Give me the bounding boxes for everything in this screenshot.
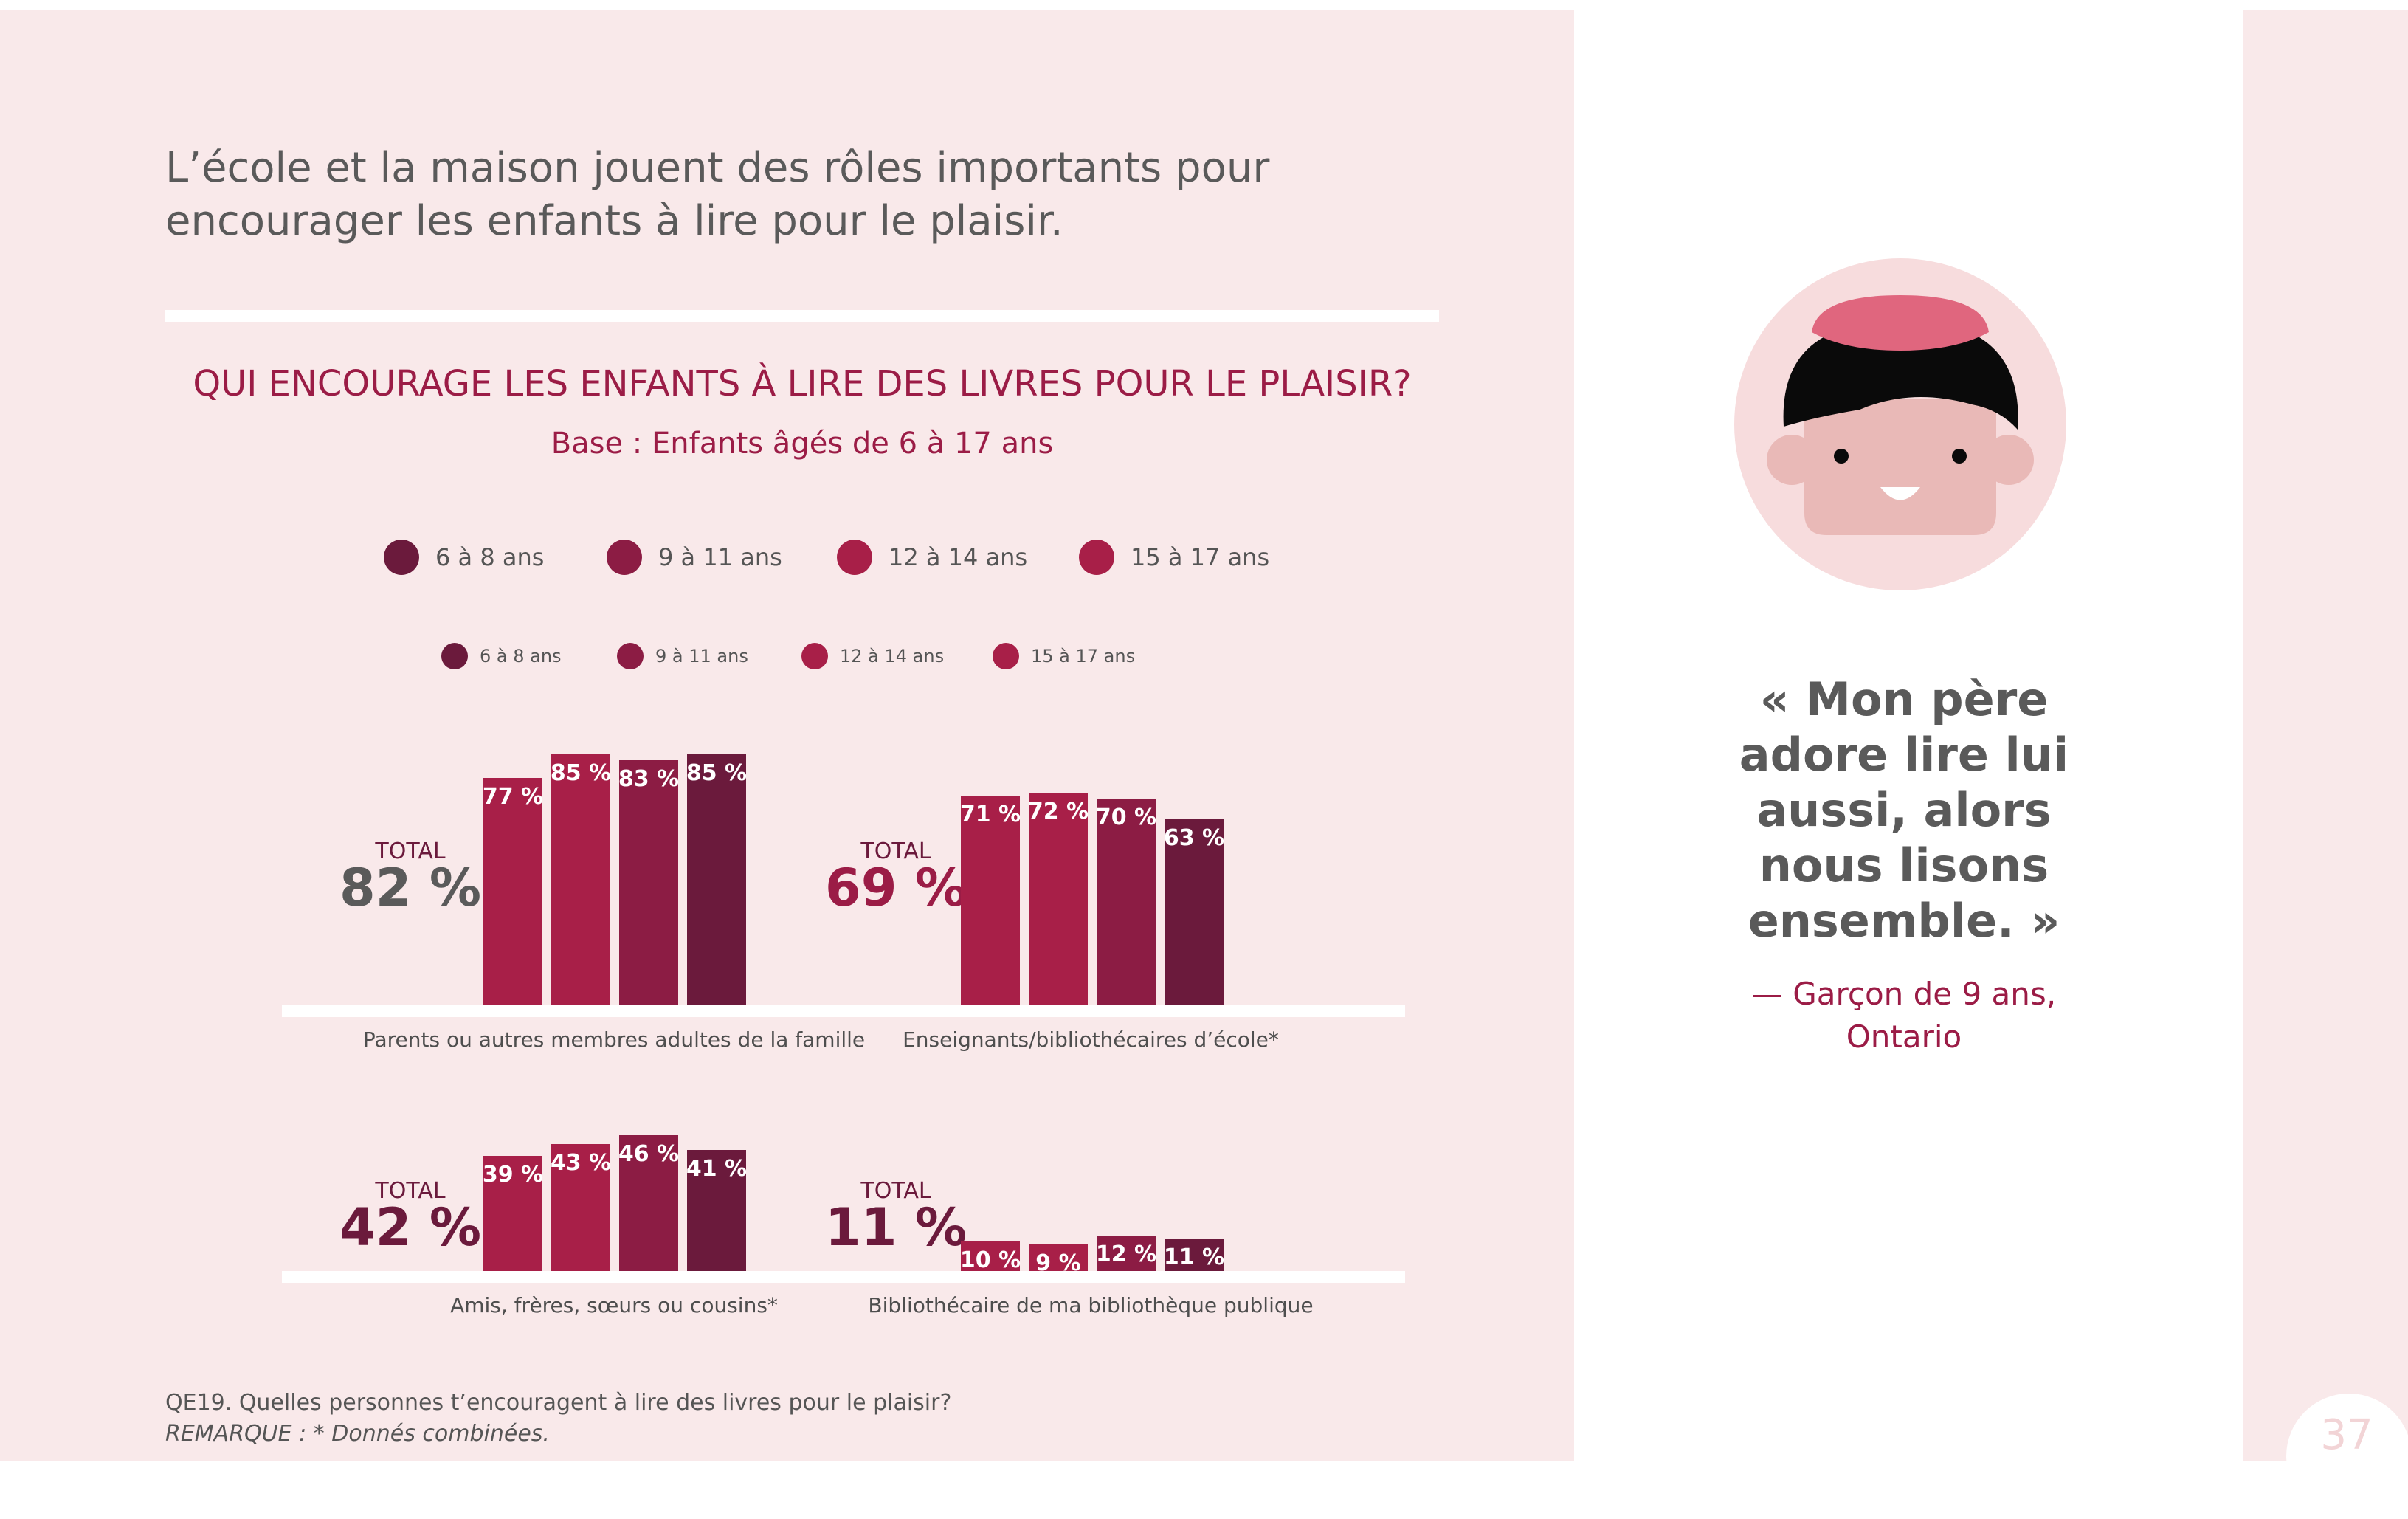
bar-value-label: 83 % <box>618 766 680 792</box>
legend-item-9-11: 9 à 11 ans <box>607 540 782 575</box>
legend-item-15-17: 15 à 17 ans <box>1079 540 1269 575</box>
bar-value-label: 39 % <box>482 1162 544 1188</box>
bar-3-3 <box>619 1135 678 1271</box>
avatar-cap <box>1812 295 1989 351</box>
total-value-teachers: 69 % <box>825 858 967 918</box>
avatar-face <box>1804 399 1996 535</box>
page-number: 37 <box>2320 1411 2373 1459</box>
quote-line: adore lire lui <box>1739 728 2069 782</box>
legend-swatch <box>1079 540 1114 575</box>
legend-small-item-15-17: 15 à 17 ans <box>993 643 1135 669</box>
avatar-left-eye <box>1834 449 1849 464</box>
bar-value-label: 63 % <box>1163 825 1225 851</box>
bar-value-label: 85 % <box>686 760 748 786</box>
legend-swatch <box>837 540 872 575</box>
quote-line: « Mon père <box>1759 672 2049 726</box>
avatar-right-eye <box>1952 449 1967 464</box>
bar-2-1 <box>961 796 1020 1005</box>
bar-value-label: 85 % <box>550 760 612 786</box>
bar-3-2 <box>551 1144 610 1271</box>
quote-line: aussi, alors <box>1756 783 2052 837</box>
chart-baseline-top <box>282 1005 1405 1017</box>
divider-rule <box>165 310 1439 322</box>
boy-avatar-illustration <box>1734 258 2066 590</box>
bar-1-3 <box>619 760 678 1005</box>
category-label-friends: Amis, frères, sœurs ou cousins* <box>450 1293 778 1318</box>
bar-value-label: 70 % <box>1095 805 1157 830</box>
category-label-parents: Parents ou autres membres adultes de la … <box>362 1027 866 1052</box>
chart-subtitle: Base : Enfants âgés de 6 à 17 ans <box>551 427 1054 461</box>
legend-item-6-8: 6 à 8 ans <box>384 540 544 575</box>
left-panel-background <box>0 10 1574 1461</box>
bar-1-4 <box>687 754 746 1005</box>
bar-1-1 <box>483 778 542 1005</box>
legend-label: 15 à 17 ans <box>1031 646 1136 666</box>
bar-1-2 <box>551 754 610 1005</box>
bar-value-label: 11 % <box>1163 1244 1225 1270</box>
legend-label: 6 à 8 ans <box>480 646 562 666</box>
legend-label: 9 à 11 ans <box>655 646 748 666</box>
legend-item-12-14: 12 à 14 ans <box>837 540 1027 575</box>
legend-swatch <box>617 643 644 669</box>
legend-swatch <box>441 643 468 669</box>
attribution-line-1: — Garçon de 9 ans, <box>1751 976 2057 1012</box>
bar-4-2 <box>1029 1244 1088 1271</box>
quote-line: nous lisons <box>1759 838 2049 892</box>
footnote-remark: REMARQUE : * Donnés combinées. <box>165 1421 550 1447</box>
total-word: TOTAL <box>860 838 931 864</box>
bar-value-label: 46 % <box>618 1141 680 1167</box>
headline-line-1: L’école et la maison jouent des rôles im… <box>165 144 1270 192</box>
bar-2-3 <box>1097 799 1156 1005</box>
right-edge-panel <box>2243 10 2408 1461</box>
total-value-public-librarian: 11 % <box>825 1197 967 1258</box>
total-word: TOTAL <box>375 1178 446 1204</box>
legend-label: 15 à 17 ans <box>1131 543 1270 571</box>
bar-value-label: 77 % <box>482 784 544 810</box>
total-value-parents: 82 % <box>339 858 481 918</box>
avatar-hair <box>1783 325 2018 430</box>
footnote-question: QE19. Quelles personnes t’encouragent à … <box>165 1390 952 1416</box>
bar-4-3 <box>1097 1236 1156 1271</box>
bar-value-label: 10 % <box>959 1247 1021 1273</box>
bar-2-2 <box>1029 793 1088 1005</box>
headline-line-2: encourager les enfants à lire pour le pl… <box>165 197 1063 245</box>
category-label-teachers: Enseignants/bibliothécaires d’école* <box>903 1027 1279 1052</box>
legend-label: 9 à 11 ans <box>658 543 782 571</box>
legend-swatch <box>607 540 642 575</box>
legend-small-item-6-8: 6 à 8 ans <box>441 643 562 669</box>
quote-attribution: — Garçon de 9 ans, Ontario <box>1675 973 2133 1058</box>
total-word: TOTAL <box>860 1178 931 1204</box>
bar-value-label: 43 % <box>550 1150 612 1176</box>
bar-value-label: 71 % <box>959 802 1021 827</box>
bar-value-label: 9 % <box>1035 1250 1081 1276</box>
bar-4-1 <box>961 1241 1020 1271</box>
legend-swatch <box>384 540 419 575</box>
total-value-friends: 42 % <box>339 1197 481 1258</box>
attribution-line-2: Ontario <box>1846 1019 1962 1055</box>
bar-4-4 <box>1165 1239 1224 1271</box>
legend-swatch <box>801 643 828 669</box>
bar-2-4 <box>1165 819 1224 1005</box>
legend-small-item-9-11: 9 à 11 ans <box>617 643 748 669</box>
legend-label: 12 à 14 ans <box>840 646 945 666</box>
pull-quote: « Mon père adore lire lui aussi, alors n… <box>1675 672 2133 948</box>
page-headline: L’école et la maison jouent des rôles im… <box>165 142 1494 248</box>
quote-line: ensemble. » <box>1748 894 2060 948</box>
chart-baseline-bottom <box>282 1271 1405 1283</box>
bar-value-label: 12 % <box>1095 1241 1157 1267</box>
bar-value-label: 41 % <box>686 1156 748 1182</box>
legend-small-item-12-14: 12 à 14 ans <box>801 643 944 669</box>
footnote: QE19. Quelles personnes t’encouragent à … <box>165 1388 951 1450</box>
bar-3-1 <box>483 1156 542 1271</box>
bar-3-4 <box>687 1150 746 1271</box>
chart-title: QUI ENCOURAGE LES ENFANTS À LIRE DES LIV… <box>193 363 1412 404</box>
bar-value-label: 72 % <box>1027 799 1089 824</box>
legend-label: 6 à 8 ans <box>435 543 545 571</box>
legend-label: 12 à 14 ans <box>889 543 1028 571</box>
avatar-smile <box>1880 487 1920 500</box>
category-label-public-librarian: Bibliothécaire de ma bibliothèque publiq… <box>868 1293 1314 1318</box>
total-word: TOTAL <box>375 838 446 864</box>
legend-swatch <box>993 643 1019 669</box>
